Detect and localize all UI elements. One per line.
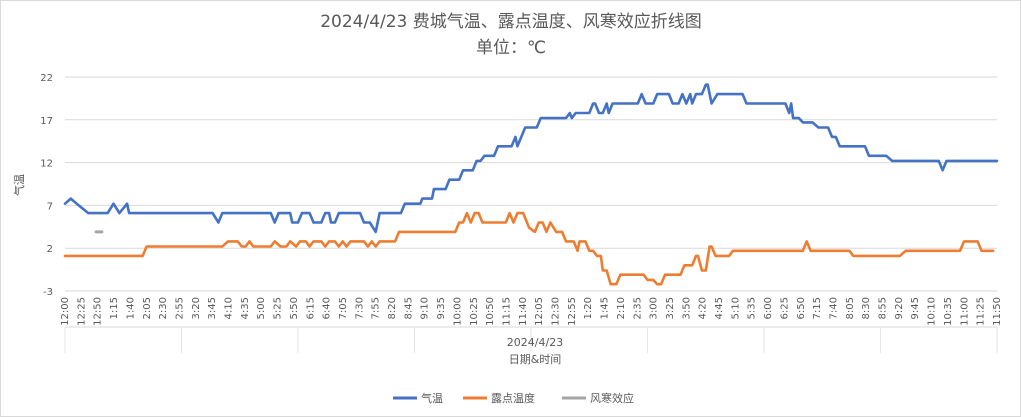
x-tick-label: 11:00 — [959, 297, 970, 326]
y-tick-label: 2 — [47, 244, 53, 255]
x-group-label: 2024/4/23 — [507, 336, 563, 349]
x-tick-label: 3:50 — [681, 297, 692, 319]
legend-label: 风寒效应 — [590, 391, 634, 405]
x-tick-label: 6:40 — [322, 297, 333, 319]
x-tick-label: 7:55 — [371, 297, 382, 319]
x-tick-label: 9:10 — [420, 297, 431, 319]
series-line-1 — [63, 211, 995, 286]
x-tick-label: 1:40 — [125, 297, 136, 319]
x-tick-label: 6:00 — [763, 297, 774, 319]
x-tick-label: 4:20 — [698, 297, 709, 319]
x-axis-title: 日期&时间 — [509, 353, 562, 366]
x-tick-label: 5:10 — [730, 297, 741, 319]
y-axis: -3 2 7 12 17 22 — [40, 73, 53, 298]
x-tick-label: 8:55 — [878, 297, 889, 319]
x-tick-label: 1:45 — [600, 297, 611, 319]
x-tick-label: 12:05 — [534, 297, 545, 326]
x-tick-label: 10:50 — [485, 297, 496, 326]
x-tick-label: 1:20 — [583, 297, 594, 319]
x-tick-label: 12:30 — [551, 297, 562, 326]
x-tick-label: 7:40 — [828, 297, 839, 319]
x-tick-label: 11:25 — [976, 297, 987, 326]
y-tick-label: 17 — [40, 116, 53, 127]
x-tick-label: 5:35 — [747, 297, 758, 319]
legend-label: 气温 — [421, 391, 443, 405]
x-tick-label: 6:50 — [796, 297, 807, 319]
x-tick-label: 12:55 — [567, 297, 578, 326]
chart-subtitle: 单位：℃ — [476, 38, 546, 58]
x-tick-label: 12:50 — [93, 297, 104, 326]
y-tick-label: -3 — [43, 287, 53, 298]
x-tick-label: 2:55 — [174, 297, 185, 319]
x-tick-label: 12:00 — [60, 297, 71, 326]
series-line-0 — [63, 83, 999, 234]
chart-title: 2024/4/23 费城气温、露点温度、风寒效应折线图 — [320, 12, 702, 32]
x-tick-label: 12:25 — [76, 297, 87, 326]
x-tick-label: 5:00 — [256, 297, 267, 319]
x-tick-label: 10:25 — [469, 297, 480, 326]
y-tick-label: 7 — [47, 201, 53, 212]
x-tick-label: 3:20 — [191, 297, 202, 319]
x-tick-label: 10:35 — [943, 297, 954, 326]
x-tick-label: 9:35 — [436, 297, 447, 319]
x-tick-label: 2:30 — [158, 297, 169, 319]
x-axis: 12:00 12:25 12:50 1:15 1:40 2:05 2:30 2:55 3:20 3… — [60, 297, 1003, 353]
x-tick-label: 2:35 — [632, 297, 643, 319]
x-tick-label: 4:35 — [240, 297, 251, 319]
legend: 气温 露点温度 风寒效应 — [393, 391, 634, 405]
x-tick-label: 5:50 — [289, 297, 300, 319]
x-tick-label: 11:50 — [992, 297, 1003, 326]
x-tick-label: 9:20 — [894, 297, 905, 319]
x-tick-label: 2:05 — [142, 297, 153, 319]
x-tick-label: 7:30 — [354, 297, 365, 319]
x-tick-label: 6:15 — [305, 297, 316, 319]
x-tick-label: 10:10 — [927, 297, 938, 326]
y-tick-label: 12 — [40, 159, 53, 170]
x-tick-label: 7:05 — [338, 297, 349, 319]
x-tick-label: 3:25 — [665, 297, 676, 319]
x-tick-label: 8:05 — [845, 297, 856, 319]
x-tick-label: 1:15 — [109, 297, 120, 319]
x-tick-label: 8:30 — [861, 297, 872, 319]
x-tick-label: 11:40 — [518, 297, 529, 326]
x-tick-label: 4:45 — [714, 297, 725, 319]
x-tick-label: 5:25 — [273, 297, 284, 319]
gridlines — [65, 76, 997, 292]
legend-label: 露点温度 — [491, 391, 535, 405]
x-tick-label: 9:45 — [910, 297, 921, 319]
x-tick-label: 10:00 — [452, 297, 463, 326]
x-tick-label: 8:45 — [403, 297, 414, 319]
y-tick-label: 22 — [40, 73, 53, 84]
plot-area — [63, 83, 999, 286]
x-tick-label: 8:20 — [387, 297, 398, 319]
x-tick-label: 11:15 — [501, 297, 512, 326]
x-tick-label: 2:10 — [616, 297, 627, 319]
y-axis-title: 气温 — [12, 174, 26, 196]
x-tick-label: 3:45 — [207, 297, 218, 319]
x-tick-label: 6:25 — [779, 297, 790, 319]
x-tick-label: 3:00 — [649, 297, 660, 319]
x-tick-label: 4:10 — [224, 297, 235, 319]
x-tick-label: 7:15 — [812, 297, 823, 319]
